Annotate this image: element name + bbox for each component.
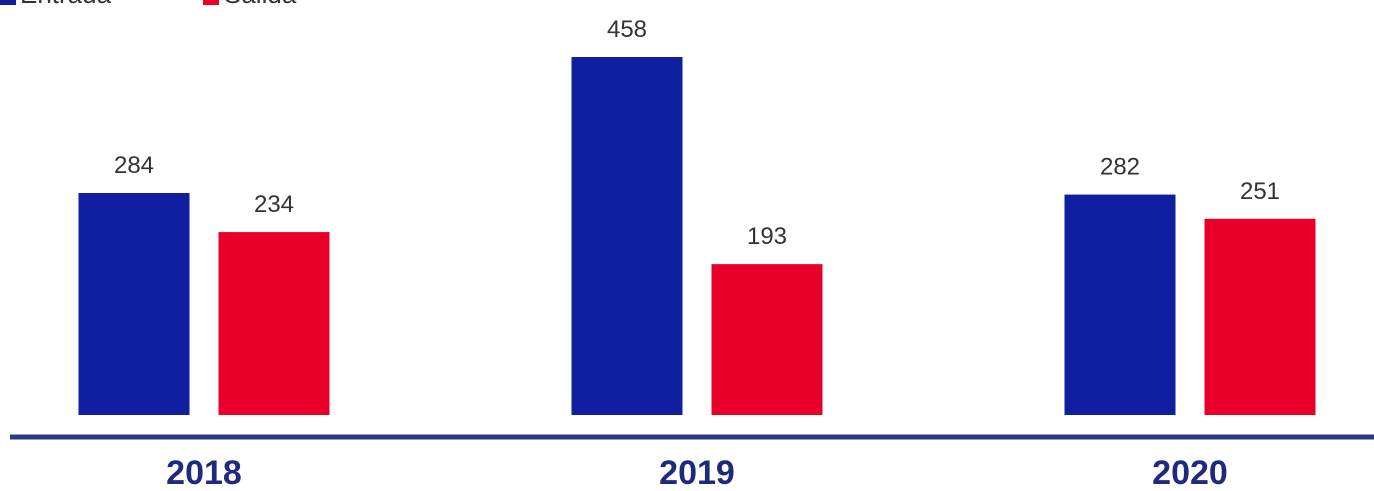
bar-salida-2020 — [1204, 218, 1316, 415]
legend-label-entrada: Entrada — [20, 0, 112, 9]
x-tick-label-2019: 2019 — [659, 454, 735, 486]
bar-entrada-2020 — [1064, 194, 1176, 415]
bar-entrada-2019 — [571, 57, 683, 415]
value-label-entrada-2018: 284 — [114, 152, 154, 179]
value-label-salida-2018: 234 — [254, 191, 294, 218]
legend-swatch-salida — [203, 0, 219, 5]
x-tick-labels-group: 2018 2019 2020 — [166, 454, 1228, 491]
value-label-entrada-2020: 282 — [1100, 154, 1140, 181]
value-labels-group: 284 234 458 193 282 251 — [114, 16, 1280, 250]
value-label-salida-2020: 251 — [1240, 178, 1280, 205]
value-label-salida-2019: 193 — [747, 223, 787, 250]
legend: Entrada Salida — [0, 0, 297, 9]
legend-label-salida: Salida — [224, 0, 297, 9]
value-label-entrada-2019: 458 — [607, 16, 647, 43]
x-tick-label-2018: 2018 — [166, 454, 242, 486]
bar-entrada-2018 — [78, 193, 190, 415]
bars-group — [78, 57, 1316, 415]
bar-salida-2018 — [218, 232, 330, 415]
bar-salida-2019 — [711, 264, 823, 415]
x-tick-label-2020: 2020 — [1152, 454, 1228, 486]
legend-swatch-entrada — [0, 0, 16, 5]
